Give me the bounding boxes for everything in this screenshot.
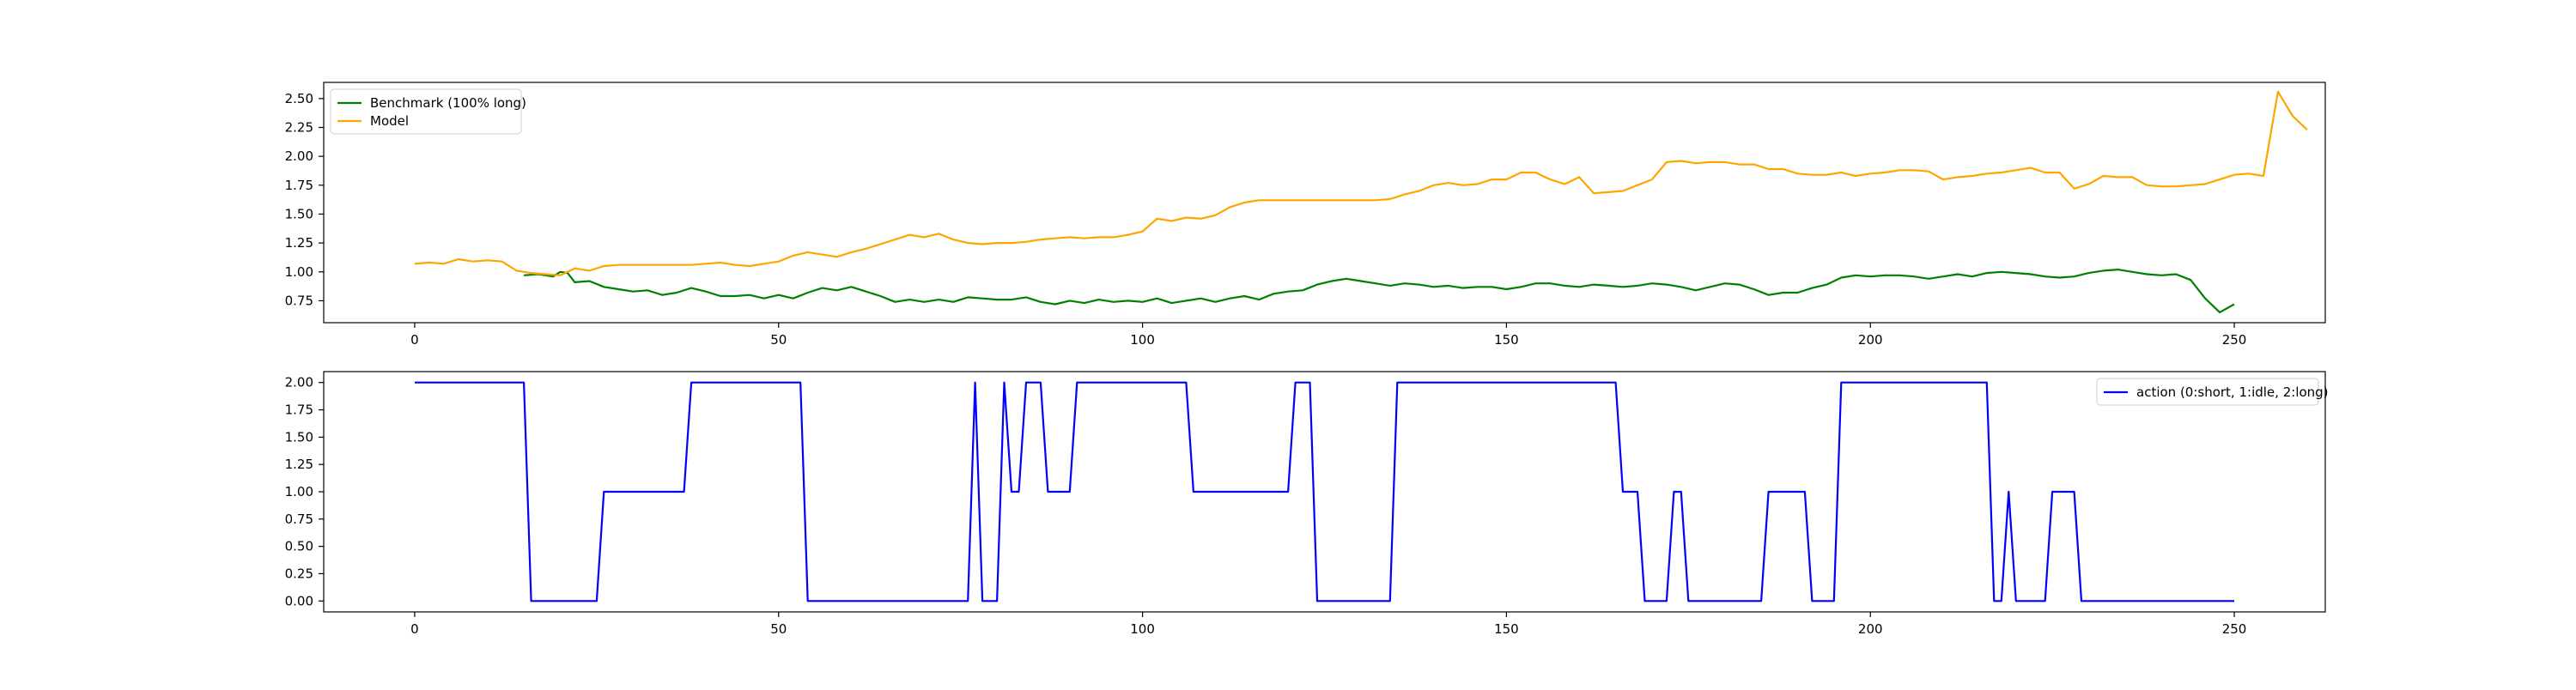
x-tick-label: 50 [770,332,787,348]
y-tick-label: 2.25 [285,120,313,136]
y-tick-label: 0.75 [285,293,313,308]
x-tick-label: 50 [770,621,787,637]
series-line-2 [414,90,2308,276]
x-tick-label: 100 [1130,621,1155,637]
x-tick-label: 250 [2222,621,2247,637]
axes-frame [323,82,2326,324]
y-tick-label: 1.75 [285,178,313,193]
series-line-1 [524,269,2235,313]
x-tick-label: 100 [1130,332,1155,348]
x-tick-label: 150 [1494,332,1519,348]
legend-box [330,88,522,135]
legend-label: Benchmark (100% long) [370,95,526,111]
y-tick-label: 0.00 [285,593,313,608]
x-tick-label: 200 [1858,332,1883,348]
legend-box [2096,378,2319,406]
legend-label: action (0:short, 1:idle, 2:long) [2136,384,2329,400]
y-tick-label: 1.25 [285,235,313,251]
x-tick-label: 0 [410,332,419,348]
x-tick-label: 0 [410,621,419,637]
y-tick-label: 1.25 [285,457,313,472]
panel-1: 0 50 100 150 200 250 0.75 1.00 1.25 1.50 1.75 2.00 2… [285,82,2326,348]
y-tick-label: 0.25 [285,566,313,581]
y-tick-label: 1.50 [285,429,313,445]
y-tick-label: 1.00 [285,484,313,499]
y-tick-label: 1.00 [285,264,313,280]
y-tick-label: 0.75 [285,511,313,527]
y-tick-label: 1.50 [285,206,313,221]
x-tick-label: 150 [1494,621,1519,637]
y-tick-label: 2.00 [285,375,313,390]
x-tick-label: 250 [2222,332,2247,348]
y-tick-label: 1.75 [285,402,313,418]
y-tick-label: 2.00 [285,148,313,164]
legend: action (0:short, 1:idle, 2:long) [2096,378,2329,406]
legend: Benchmark (100% long) Model [330,88,526,135]
legend-label: Model [370,113,409,129]
x-tick-label: 200 [1858,621,1883,637]
y-tick-label: 0.50 [285,539,313,554]
y-tick-label: 2.50 [285,91,313,106]
panel-2: 0 50 100 150 200 250 0.00 0.25 0.50 0.75 1.00 1.25 1… [285,371,2329,637]
series-line-1 [415,381,2234,602]
